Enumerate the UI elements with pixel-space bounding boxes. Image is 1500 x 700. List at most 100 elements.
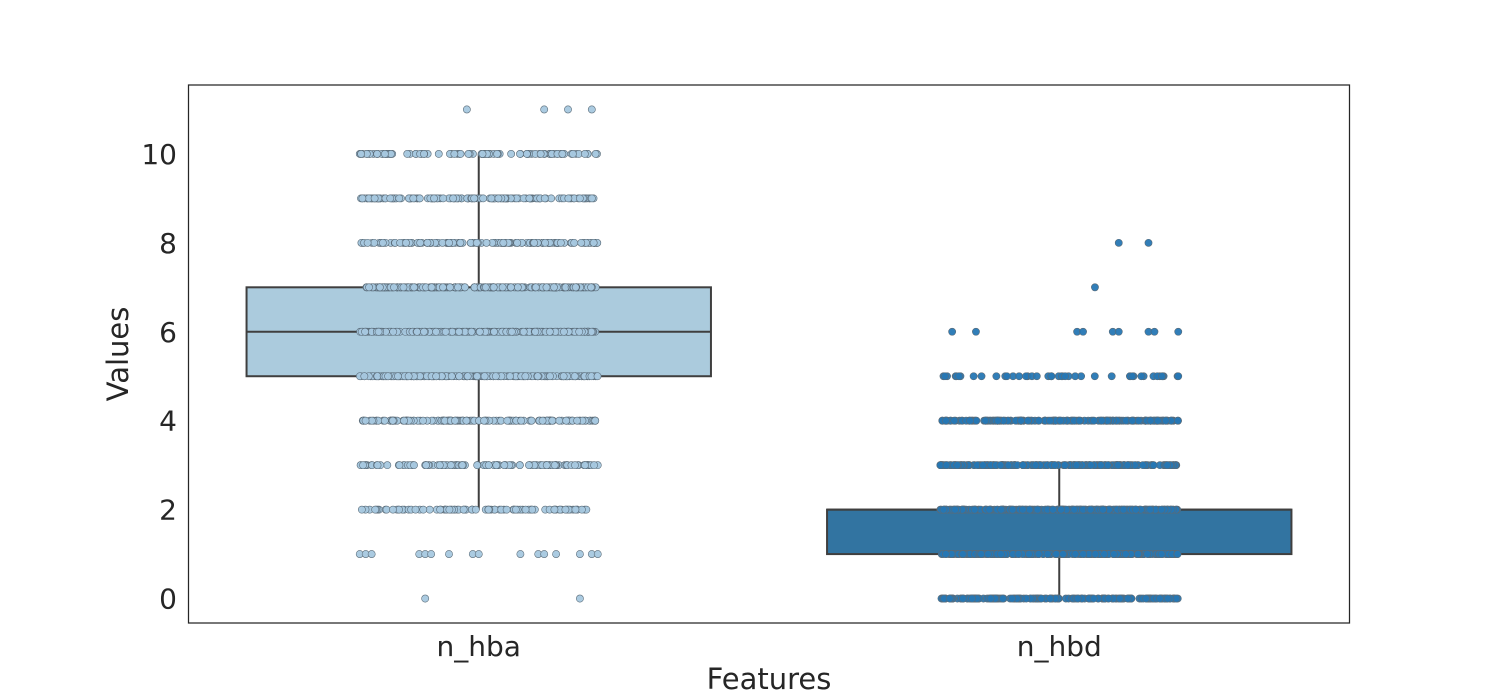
data-point: [361, 416, 370, 425]
x-tick-label: n_hbd: [1017, 630, 1102, 663]
data-point: [1046, 416, 1054, 425]
data-point: [402, 238, 410, 247]
data-point: [587, 105, 596, 114]
data-point: [411, 505, 420, 514]
data-point: [955, 372, 963, 381]
data-point: [1137, 372, 1146, 381]
data-point: [388, 416, 397, 425]
data-point: [997, 505, 1006, 514]
data-point: [556, 238, 565, 247]
data-point: [573, 416, 582, 425]
data-point: [381, 150, 389, 158]
y-tick-label: 8: [159, 227, 177, 260]
data-point: [590, 461, 598, 470]
data-point: [386, 194, 395, 203]
data-point: [473, 372, 482, 381]
data-point: [454, 283, 462, 292]
data-point: [375, 283, 384, 292]
data-point: [475, 327, 484, 336]
y-tick-label: 6: [159, 316, 177, 349]
data-point: [456, 238, 465, 247]
data-point: [419, 416, 427, 425]
data-point: [1119, 505, 1128, 514]
data-point: [561, 505, 570, 514]
data-point: [1107, 372, 1116, 381]
data-point: [1138, 461, 1147, 470]
data-point: [447, 372, 456, 381]
data-point: [536, 150, 545, 158]
data-point: [977, 550, 986, 558]
data-point: [977, 372, 986, 381]
data-point: [1174, 372, 1183, 381]
data-point: [948, 327, 957, 336]
data-point: [447, 461, 455, 470]
data-point: [1043, 550, 1052, 558]
data-point: [378, 238, 387, 247]
data-point: [1128, 416, 1137, 425]
data-point: [533, 372, 542, 381]
data-point: [484, 505, 493, 514]
data-point: [432, 372, 441, 381]
data-point: [1060, 461, 1069, 470]
data-point: [517, 416, 526, 425]
data-point: [480, 416, 488, 425]
x-tick-label: n_hba: [437, 630, 521, 663]
data-point: [542, 461, 551, 470]
x-tick-labels: n_hba n_hbd: [437, 630, 1102, 663]
data-point: [516, 150, 524, 158]
data-point: [545, 327, 554, 336]
data-point: [499, 238, 508, 247]
data-point: [367, 550, 376, 558]
data-point: [463, 372, 472, 381]
data-point: [587, 327, 596, 336]
data-point: [1143, 550, 1152, 558]
data-point: [400, 416, 408, 425]
data-point: [542, 283, 551, 292]
data-point: [439, 194, 448, 203]
y-tick-label: 10: [141, 138, 177, 171]
plot-frame: [187, 84, 1351, 624]
data-point: [1173, 416, 1182, 425]
data-point: [945, 594, 954, 603]
y-tick-labels: 0 2 4 6 8 10: [141, 138, 177, 616]
data-point: [479, 194, 488, 203]
data-point: [530, 238, 539, 247]
data-point: [423, 238, 432, 247]
data-point: [464, 150, 473, 158]
data-point: [515, 461, 524, 470]
data-point: [361, 327, 369, 336]
data-point: [502, 505, 511, 514]
data-point: [571, 461, 579, 470]
data-point: [587, 194, 596, 203]
data-point: [370, 194, 379, 203]
data-point: [1099, 505, 1107, 514]
data-point: [399, 283, 408, 292]
data-point: [581, 461, 589, 470]
data-point: [939, 505, 948, 514]
data-point: [1146, 416, 1155, 425]
data-point: [1103, 461, 1112, 470]
data-point: [996, 461, 1005, 470]
data-point: [1173, 550, 1182, 558]
data-point: [507, 283, 515, 292]
data-point: [1056, 416, 1065, 425]
data-point: [1131, 505, 1140, 514]
data-point: [516, 550, 525, 558]
data-point: [981, 416, 990, 425]
data-point: [558, 150, 567, 158]
data-point: [1104, 594, 1113, 603]
data-point: [1158, 372, 1166, 381]
data-point: [395, 194, 404, 203]
data-point: [357, 150, 366, 158]
data-point: [958, 550, 967, 558]
data-point: [1115, 594, 1124, 603]
data-point: [1034, 416, 1043, 425]
data-point: [587, 283, 595, 292]
data-point: [1153, 416, 1162, 425]
data-point: [1091, 550, 1100, 558]
data-point: [448, 327, 457, 336]
data-point: [1057, 505, 1065, 514]
data-point: [490, 327, 498, 336]
data-point: [1150, 327, 1159, 336]
data-point: [389, 327, 398, 336]
